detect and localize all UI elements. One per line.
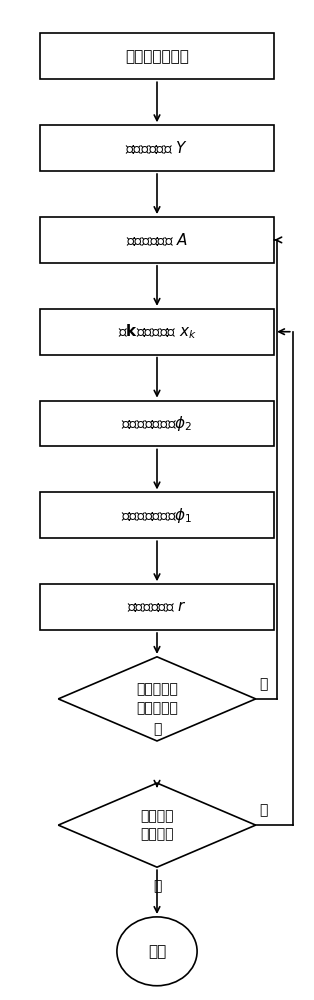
Text: 否: 否 xyxy=(259,803,267,817)
Bar xyxy=(40,33,274,79)
Bar xyxy=(40,401,274,446)
Text: 计算模型残差 $r$: 计算模型残差 $r$ xyxy=(127,600,187,615)
Text: 第$\mathbf{k}$步迭代重建 $x_k$: 第$\mathbf{k}$步迭代重建 $x_k$ xyxy=(118,322,196,341)
Text: 是: 是 xyxy=(153,879,161,893)
Text: 计算小波域残差$\phi_1$: 计算小波域残差$\phi_1$ xyxy=(121,506,193,525)
Bar xyxy=(40,125,274,171)
Text: 重建图像初始化: 重建图像初始化 xyxy=(125,49,189,64)
Text: 计算观测矩阵 $A$: 计算观测矩阵 $A$ xyxy=(126,232,188,248)
Text: 否: 否 xyxy=(259,677,267,691)
Polygon shape xyxy=(58,657,256,741)
Text: 误差是否满
足终止条件: 误差是否满 足终止条件 xyxy=(136,683,178,715)
Text: 计算全变分残差$\phi_2$: 计算全变分残差$\phi_2$ xyxy=(121,414,193,433)
Ellipse shape xyxy=(117,917,197,986)
Bar xyxy=(40,309,274,355)
Bar xyxy=(40,492,274,538)
Bar xyxy=(40,217,274,263)
Text: 是: 是 xyxy=(153,722,161,736)
Text: 是否达到
迭代次数: 是否达到 迭代次数 xyxy=(140,809,174,841)
Bar xyxy=(40,584,274,630)
Text: 采集信号计算 $Y$: 采集信号计算 $Y$ xyxy=(125,140,189,156)
Polygon shape xyxy=(58,783,256,867)
Text: 结束: 结束 xyxy=(148,944,166,959)
